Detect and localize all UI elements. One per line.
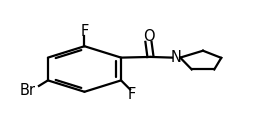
Text: O: O [143, 29, 154, 44]
Text: N: N [171, 50, 182, 65]
Text: F: F [127, 87, 135, 102]
Text: Br: Br [19, 83, 35, 98]
Text: F: F [80, 24, 89, 39]
